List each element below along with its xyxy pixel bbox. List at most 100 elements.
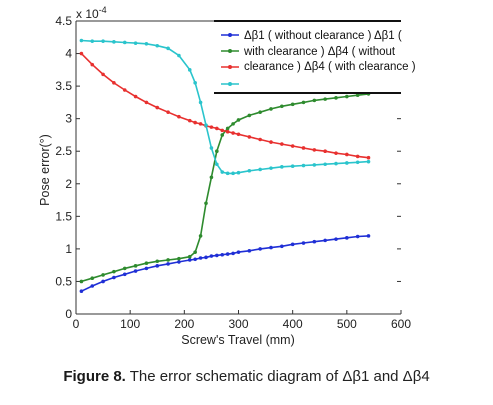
series-1-point — [133, 269, 138, 273]
series-3-point — [155, 105, 160, 110]
series-3-point — [187, 118, 192, 123]
series-2-point — [155, 259, 160, 264]
legend-key-4-marker — [228, 82, 232, 86]
series-4-point — [290, 164, 295, 168]
figure-caption-label: Figure 8. — [63, 368, 126, 385]
series-3-point — [198, 122, 203, 126]
series-4-point — [345, 161, 349, 165]
series-2-point — [220, 133, 225, 137]
series-3-point — [193, 120, 197, 125]
series-2-point — [280, 104, 284, 109]
series-2-point — [193, 250, 197, 254]
tick-labels: 0 100 200 300 400 500 600 0 0.5 1 1.5 2 2.5 3 3.5 4 4.5 — [55, 14, 411, 331]
y-tick-label: 4 — [65, 47, 72, 61]
series-1-point — [269, 245, 273, 250]
x-tick-label: 100 — [120, 317, 140, 331]
series-2-point — [177, 256, 181, 261]
series-2-point — [112, 269, 116, 274]
series-1-point — [323, 238, 327, 243]
series-1-point — [231, 251, 235, 256]
series-1-point — [215, 253, 219, 258]
series-1-point — [155, 264, 160, 268]
series-4-point — [101, 39, 105, 43]
series-3-point — [355, 154, 360, 159]
y-tick-label: 1.5 — [55, 209, 72, 223]
y-tick-label: 4.5 — [55, 14, 72, 28]
y-tick-label: 2 — [65, 177, 72, 191]
series-2-point — [198, 234, 203, 238]
series-1-point — [187, 258, 192, 262]
y-tick-label: 0 — [65, 307, 72, 321]
series-4-point — [231, 171, 235, 176]
series-2-point — [334, 96, 338, 100]
tick-marks — [75, 20, 402, 315]
series-1-point — [280, 244, 284, 249]
series-3-point — [122, 88, 127, 92]
series-2-point — [187, 254, 192, 259]
series-1-point — [112, 275, 116, 280]
series-1-point — [193, 257, 197, 262]
series-3-point — [220, 128, 225, 133]
y-exponent-label: x 10-4 — [76, 5, 107, 21]
series-3-point — [225, 129, 230, 134]
series-1-point — [312, 239, 317, 244]
series-4-point — [225, 171, 230, 176]
series-4-point — [280, 165, 284, 169]
series-4-point — [269, 166, 273, 170]
series-2-point — [247, 113, 252, 118]
legend-text-line: clearance ) Δβ4 ( with clearance ) — [244, 61, 416, 73]
series-1-point — [198, 256, 203, 260]
series-3-point — [312, 148, 317, 152]
x-tick-label: 300 — [228, 317, 248, 331]
series-1-point — [345, 236, 349, 240]
series-2-point — [301, 100, 306, 105]
legend-text-line: Δβ1 ( without clearance ) Δβ1 ( — [244, 30, 402, 42]
series-1-point — [177, 260, 181, 264]
series-3-point — [345, 152, 349, 157]
y-tick-label: 3 — [65, 112, 72, 126]
series-3-point — [90, 62, 95, 67]
series-2-point — [204, 201, 208, 206]
series-4-point — [204, 123, 208, 127]
series-2-point — [258, 110, 262, 114]
series-1-point — [101, 279, 105, 284]
legend-text-line: with clearance ) Δβ4 ( without — [243, 46, 396, 58]
series-1-point — [236, 250, 241, 254]
series-3-point — [144, 100, 149, 105]
series-2-point — [144, 261, 149, 266]
series-2-line — [81, 93, 369, 283]
series-3-point — [209, 125, 214, 129]
series-1-point — [144, 266, 149, 271]
series-1-point — [166, 262, 170, 266]
series-3-point — [280, 142, 284, 146]
series-4-point — [236, 170, 241, 175]
series-4-point — [312, 163, 317, 167]
series-3-point — [247, 135, 252, 139]
series-1-point — [209, 254, 214, 258]
series-4-point — [155, 43, 160, 48]
y-tick-label: 2.5 — [55, 144, 72, 158]
series-2-point — [269, 107, 273, 111]
series-3-point — [301, 146, 306, 150]
series-4-point — [209, 146, 214, 150]
series-2-point — [231, 122, 235, 126]
legend: Δβ1 ( without clearance ) Δβ1 ( with clea… — [214, 20, 416, 94]
series-3-point — [215, 126, 219, 131]
series-1-point — [290, 242, 295, 247]
data-series — [79, 38, 371, 294]
series-4-point — [334, 161, 338, 166]
series-2-point — [122, 266, 127, 271]
series-3-point — [334, 151, 338, 155]
series-3-point — [323, 149, 327, 154]
series-2-point — [345, 94, 349, 99]
x-tick-label: 0 — [73, 317, 80, 331]
series-3-point — [258, 137, 262, 142]
series-1-point — [220, 252, 225, 257]
series-4-point — [112, 40, 116, 44]
series-3-point — [133, 94, 138, 99]
series-3-point — [112, 81, 116, 85]
series-3-line — [80, 53, 369, 159]
series-2-point — [312, 98, 317, 103]
series-3-point — [166, 110, 170, 114]
series-2-point — [215, 149, 219, 154]
